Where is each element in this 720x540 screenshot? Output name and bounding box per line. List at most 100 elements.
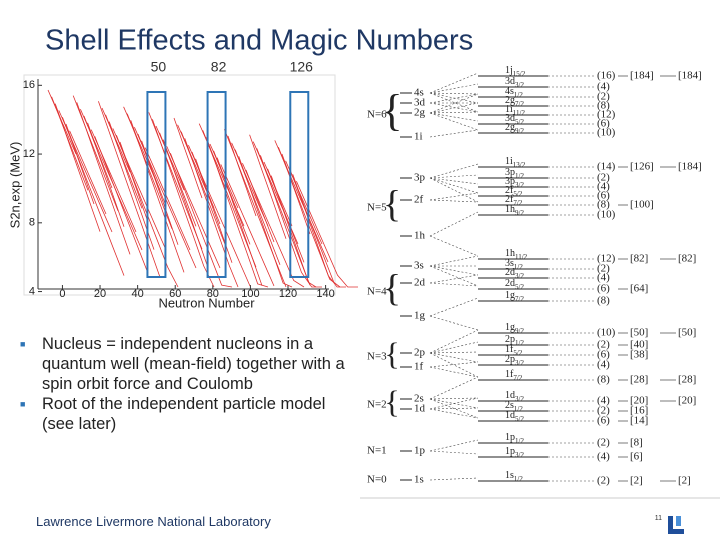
connector [429, 112, 479, 131]
orbital-label: 2s [414, 393, 424, 405]
curve [245, 169, 275, 243]
connector [429, 83, 479, 94]
sublevel-label: 1s1/2 [505, 470, 523, 482]
orbital: 3d [505, 76, 515, 87]
connector [429, 315, 479, 331]
bullet-list: Nucleus = independent nucleons in a quan… [20, 334, 350, 434]
magic-number: [28] [630, 374, 648, 386]
shell-label: N=3 [367, 351, 387, 363]
curve [180, 131, 227, 247]
magic-number: [20] [630, 395, 648, 407]
orbital: 1d [505, 410, 515, 421]
shell-label: N=0 [367, 474, 387, 486]
magic-number: [50] [630, 327, 648, 339]
sublevel-label: 1d5/2 [505, 410, 524, 422]
orbital-label: 1s [414, 474, 424, 486]
curve [220, 164, 275, 287]
sublevel-label: 2p3/2 [505, 354, 524, 366]
connector [429, 255, 479, 267]
subscript: 15/2 [513, 70, 526, 78]
orbital: 1g [505, 290, 515, 301]
magic-number: [64] [630, 283, 648, 295]
orbital: 1p [505, 446, 515, 457]
sublevel-label: 2d5/2 [505, 278, 524, 290]
magic-number: [82] [630, 253, 648, 265]
sublevel-label: 1p1/2 [505, 432, 524, 444]
subscript: 1/2 [515, 172, 524, 180]
connector [429, 177, 479, 203]
occupancy: (4) [597, 359, 610, 371]
orbital: 3d [505, 113, 515, 124]
curve [98, 101, 161, 278]
occupancy: (2) [597, 339, 610, 351]
subscript: 5/2 [513, 349, 522, 357]
curve [206, 137, 269, 288]
orbital-label: 1p [414, 445, 426, 457]
magic-number: [38] [630, 349, 648, 361]
x-tick-label: 0 [59, 288, 65, 300]
orbital-label: 2p [414, 347, 426, 359]
subscript: 5/2 [515, 283, 524, 291]
curve [281, 153, 311, 235]
orbital-label: 2f [414, 194, 424, 206]
subscript: 1/2 [515, 437, 524, 445]
occupancy: (6) [597, 415, 610, 427]
magic-label: 82 [211, 59, 227, 75]
occupancy: (2) [597, 263, 610, 275]
magic-number: [40] [630, 339, 648, 351]
sublevel-label: 1h9/2 [505, 204, 524, 216]
orbital: 1h [505, 248, 515, 259]
orbital: 1f [505, 344, 514, 355]
orbital: 2s [505, 400, 514, 411]
orbital: 2g [505, 95, 515, 106]
magic-label: 126 [290, 59, 314, 75]
orbital-label: 3d [414, 97, 426, 109]
brace: { [384, 383, 399, 419]
y-tick-label: 8 [29, 217, 35, 229]
occupancy: (14) [597, 161, 616, 173]
sublevel-label: 2d3/2 [505, 267, 524, 279]
curve [51, 96, 89, 191]
subscript: 3/2 [515, 395, 524, 403]
orbital: 1g [505, 322, 515, 333]
magic-box [289, 91, 310, 278]
occupancy: (4) [597, 81, 610, 93]
sublevel-label: 2p1/2 [505, 334, 524, 346]
curve [54, 103, 101, 232]
curve [213, 150, 251, 245]
subscript: 1/2 [515, 339, 524, 347]
curve [267, 168, 305, 263]
curve [152, 119, 215, 288]
subscript: 7/2 [513, 199, 522, 207]
occupancy: (12) [597, 253, 616, 265]
subscript: 1/2 [514, 263, 523, 271]
magic-number: [6] [630, 451, 643, 463]
slide-title: Shell Effects and Magic Numbers [45, 25, 473, 57]
orbital: 2d [505, 278, 515, 289]
curve [227, 135, 257, 217]
connector [429, 102, 479, 113]
magic-number: [184] [630, 70, 654, 82]
orbital: 1i [505, 104, 513, 115]
connector [429, 163, 479, 179]
sublevel-label: 3d5/2 [505, 113, 524, 125]
occupancy: (6) [597, 190, 610, 202]
magic-number: [82] [678, 253, 696, 265]
subscript: 13/2 [513, 161, 526, 169]
y-tick-label: 12 [23, 148, 35, 160]
connector [429, 439, 479, 452]
magic-number: [16] [630, 405, 648, 417]
shell-label: N=6 [367, 109, 387, 121]
connector [429, 235, 479, 257]
curve [105, 114, 143, 209]
connector [429, 265, 479, 276]
connector [429, 129, 479, 138]
page-number: 11 [655, 515, 662, 522]
occupancy: (4) [597, 395, 610, 407]
x-tick-label: 60 [169, 288, 181, 300]
connector [429, 397, 479, 410]
curve [288, 167, 335, 283]
brace: { [383, 268, 401, 310]
connector [429, 93, 479, 114]
subscript: 9/2 [515, 327, 524, 335]
